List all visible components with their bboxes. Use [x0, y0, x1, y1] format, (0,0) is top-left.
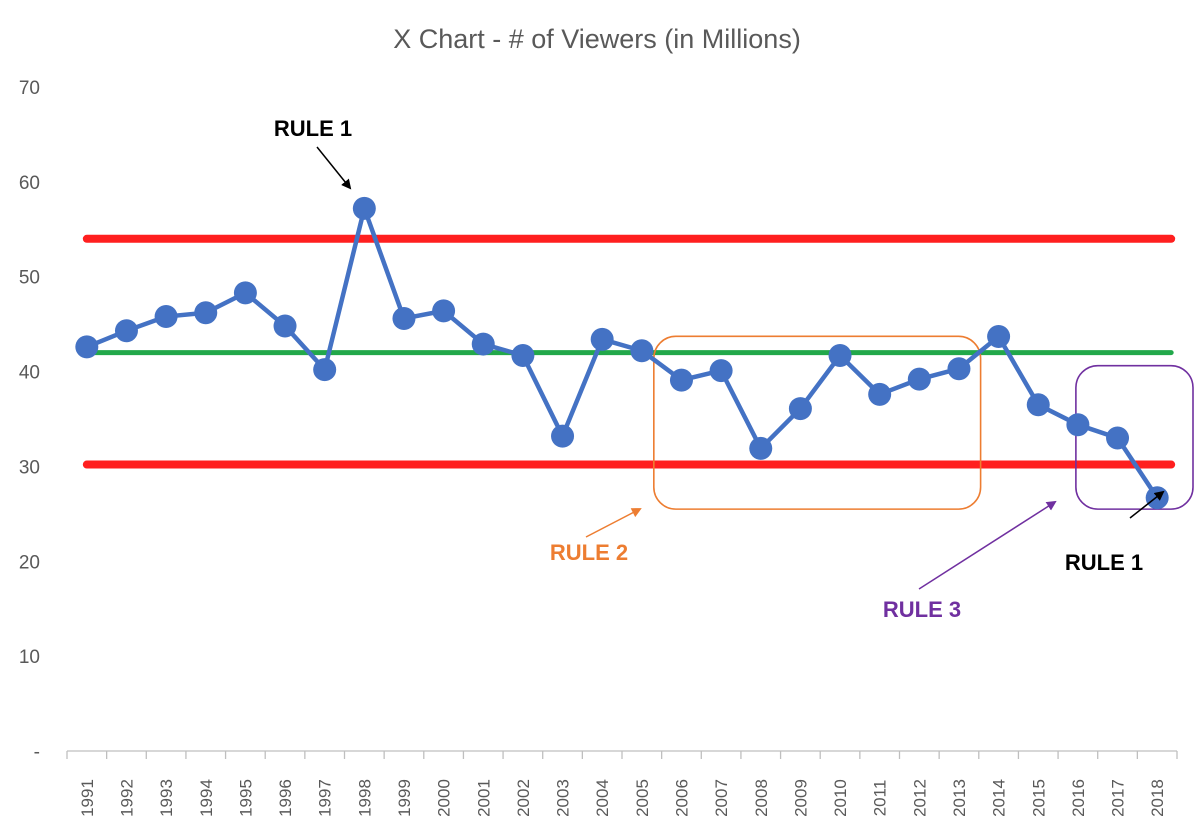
data-point: [154, 305, 178, 329]
data-point: [907, 367, 931, 391]
data-point: [194, 301, 218, 325]
x-tick-label: 1997: [316, 779, 335, 817]
x-tick-label: 2014: [990, 779, 1009, 817]
rule-3-box: [1075, 364, 1194, 510]
x-tick-label: 2011: [871, 780, 890, 817]
x-tick-label: 2005: [633, 779, 652, 817]
data-point: [233, 281, 257, 305]
control-lines: [82, 234, 1176, 469]
viewers-series: [75, 196, 1169, 510]
x-tick-label: 2001: [474, 779, 493, 817]
rule-1-arrow-top: [316, 146, 352, 190]
y-tick-label: 60: [19, 173, 40, 194]
data-point: [1145, 486, 1169, 510]
x-tick-label: 2000: [435, 779, 454, 817]
data-point: [749, 436, 773, 460]
rule-1-arrow-bottom: [1129, 490, 1165, 519]
x-tick-label: 1999: [395, 779, 414, 817]
data-point: [1066, 413, 1090, 437]
rule-3-label: RULE 3: [883, 597, 961, 622]
data-point: [987, 324, 1011, 348]
data-point: [828, 343, 852, 367]
y-tick-label: 50: [19, 268, 40, 289]
y-axis-ticks: - 10 20 30 40 50 60 70: [19, 78, 40, 763]
data-point: [313, 358, 337, 382]
rule-3-arrow: [918, 500, 1057, 590]
rule-boxes: [653, 335, 1194, 510]
x-tick-label: 2007: [712, 779, 731, 817]
x-tick-label: 1996: [276, 779, 295, 817]
x-tick-label: 2010: [831, 779, 850, 817]
data-point: [1026, 393, 1050, 417]
data-point: [392, 306, 416, 330]
x-tick-label: 2002: [514, 779, 533, 817]
series-line: [85, 206, 1160, 499]
y-tick-label: 20: [19, 552, 40, 573]
data-point: [868, 382, 892, 406]
y-tick-label: 30: [19, 457, 40, 478]
x-tick-label: 2017: [1109, 779, 1128, 817]
x-tick-label: 1993: [157, 779, 176, 817]
y-tick-label: 70: [19, 78, 40, 99]
x-tick-label: 1992: [117, 779, 136, 817]
data-point: [352, 196, 376, 220]
y-tick-label: -: [34, 742, 40, 763]
data-point: [551, 424, 575, 448]
x-tick-label: 2009: [791, 779, 810, 817]
data-point: [630, 339, 654, 363]
chart-title: X Chart - # of Viewers (in Millions): [393, 24, 801, 54]
data-point: [947, 357, 971, 381]
data-point: [590, 327, 614, 351]
data-point: [75, 335, 99, 359]
x-axis: 1991 1992 1993 1994 1995 1996 1997 1998 1999 2000…: [66, 750, 1178, 817]
rule-2-arrow: [585, 508, 642, 538]
x-tick-label: 1994: [197, 779, 216, 817]
data-point: [788, 397, 812, 421]
x-tick-label: 2015: [1029, 779, 1048, 817]
data-point: [471, 332, 495, 356]
x-tick-label: 2012: [910, 779, 929, 817]
x-tick-label: 2016: [1069, 779, 1088, 817]
data-point: [511, 343, 535, 367]
y-tick-label: 10: [19, 647, 40, 668]
rule-2-box: [653, 335, 982, 510]
x-tick-label: 1991: [78, 779, 97, 817]
y-tick-label: 40: [19, 363, 40, 384]
x-tick-label: 2008: [752, 779, 771, 817]
data-point: [114, 319, 138, 343]
x-tick-label: 2003: [554, 779, 573, 817]
rule-1-label-bottom: RULE 1: [1065, 550, 1143, 575]
data-point: [273, 314, 297, 338]
data-point: [1106, 426, 1130, 450]
rule-1-label-top: RULE 1: [274, 116, 352, 141]
x-tick-label: 2018: [1148, 779, 1167, 817]
data-point: [669, 368, 693, 392]
x-tick-label: 1998: [355, 779, 374, 817]
x-tick-label: 1995: [236, 779, 255, 817]
data-point: [432, 299, 456, 323]
rule-2-label: RULE 2: [550, 540, 628, 565]
x-tick-label: 2004: [593, 779, 612, 817]
x-tick-label: 2006: [672, 779, 691, 817]
x-tick-label: 2013: [950, 779, 969, 817]
annotations: RULE 1 RULE 2 RULE 3 RULE 1: [274, 116, 1165, 622]
data-point: [709, 359, 733, 383]
